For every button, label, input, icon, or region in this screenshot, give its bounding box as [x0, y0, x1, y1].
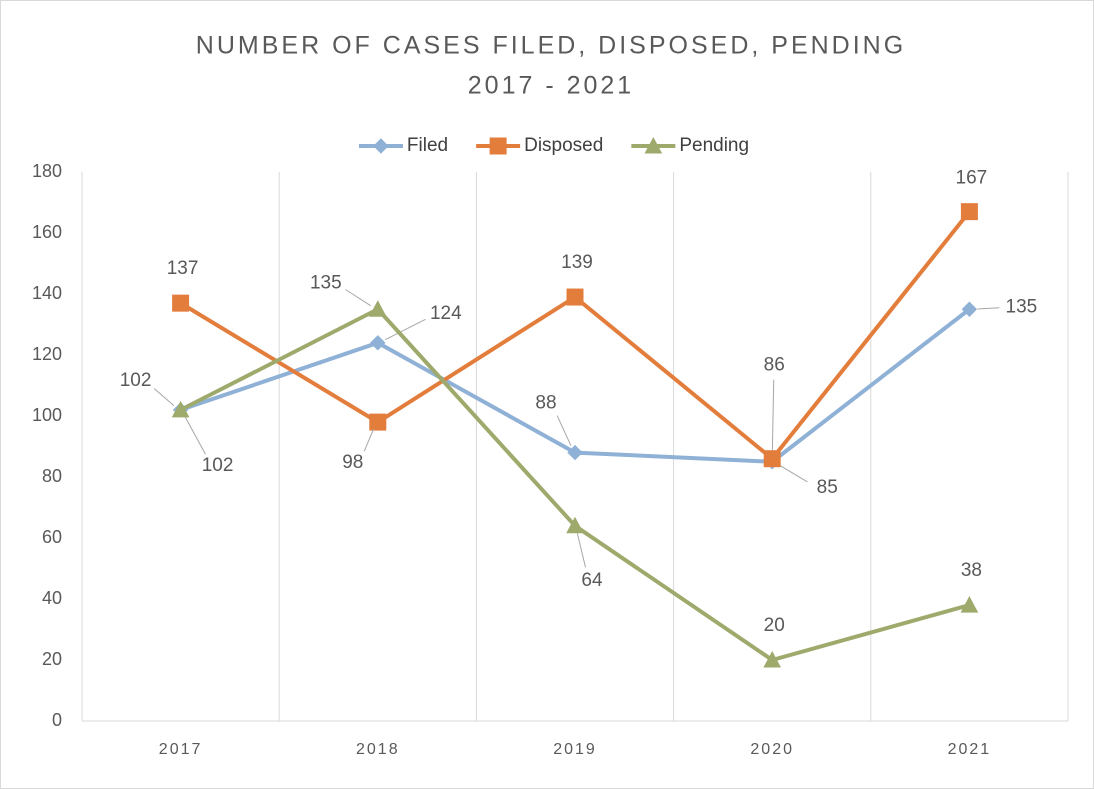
y-tick-label: 0 — [52, 710, 62, 730]
legend-marker — [644, 136, 663, 154]
data-label: 102 — [202, 455, 234, 476]
y-tick-label: 160 — [32, 222, 62, 242]
legend-marker — [373, 138, 389, 154]
marker — [566, 288, 584, 306]
marker — [370, 335, 386, 351]
legend-label: Filed — [407, 135, 448, 156]
marker — [172, 294, 190, 312]
y-tick-label: 80 — [42, 466, 62, 486]
y-tick-label: 100 — [32, 405, 62, 425]
chart-title: NUMBER OF CASES FILED, DISPOSED, PENDING — [196, 32, 906, 60]
leader-line — [384, 318, 426, 341]
data-label: 124 — [430, 303, 462, 324]
legend-marker — [489, 137, 507, 155]
marker — [763, 450, 781, 468]
leader-line — [363, 428, 375, 452]
marker — [961, 301, 978, 317]
x-tick-label: 2017 — [159, 741, 203, 758]
y-tick-label: 180 — [32, 161, 62, 181]
marker — [369, 413, 387, 431]
leader-line — [977, 307, 1000, 310]
x-tick-label: 2021 — [948, 741, 992, 758]
marker — [171, 400, 190, 418]
data-label: 135 — [310, 272, 342, 293]
y-tick-label: 140 — [32, 283, 62, 303]
leader-line — [345, 289, 371, 307]
leader-line — [556, 415, 572, 446]
leader-line — [153, 388, 175, 406]
y-tick-label: 40 — [42, 588, 62, 608]
data-label: 137 — [167, 258, 199, 279]
data-label: 86 — [764, 355, 785, 376]
x-tick-label: 2018 — [356, 741, 400, 758]
data-label: 85 — [817, 477, 838, 498]
marker — [960, 203, 978, 221]
data-label: 20 — [764, 615, 785, 636]
legend-label: Disposed — [524, 135, 603, 156]
data-label: 139 — [561, 252, 593, 273]
y-tick-label: 20 — [42, 649, 62, 669]
chart-subtitle: 2017 - 2021 — [468, 72, 634, 100]
y-tick-label: 60 — [42, 527, 62, 547]
data-label: 102 — [120, 370, 152, 391]
x-tick-label: 2019 — [553, 741, 597, 758]
legend-label: Pending — [679, 135, 749, 156]
data-label: 98 — [342, 452, 363, 473]
data-label: 167 — [956, 168, 988, 189]
data-label: 88 — [535, 393, 556, 414]
leader-line — [771, 379, 775, 451]
marker — [567, 444, 583, 461]
data-label: 135 — [1006, 296, 1038, 317]
data-label: 64 — [581, 570, 603, 591]
marker — [566, 516, 584, 534]
marker — [960, 596, 979, 613]
leader-line — [576, 533, 586, 568]
marker — [368, 300, 387, 317]
leader-line — [184, 416, 206, 455]
marker — [763, 650, 782, 668]
y-tick-label: 120 — [32, 344, 62, 364]
leader-line — [779, 464, 808, 483]
data-label: 38 — [961, 560, 982, 581]
x-tick-label: 2020 — [750, 741, 794, 758]
